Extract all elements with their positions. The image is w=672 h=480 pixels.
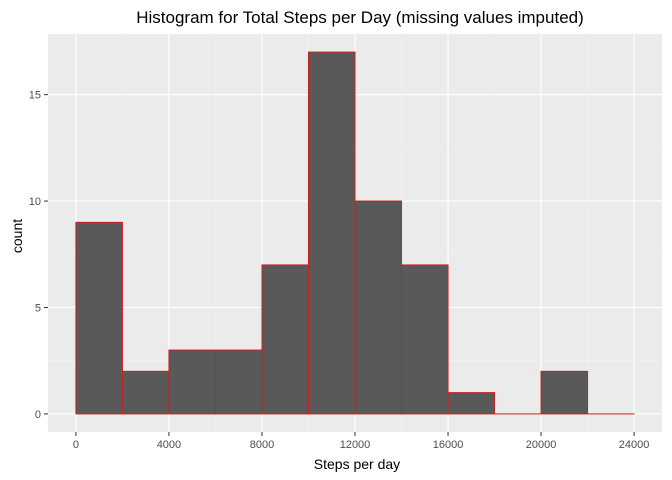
x-tick-label: 4000 (157, 439, 181, 451)
axes: 0 4000 8000 12000 16000 20000 24000 0 5 10 15 (29, 90, 650, 451)
histogram-bar (540, 370, 589, 415)
x-tick-label: 20000 (526, 439, 557, 451)
histogram-bar (261, 264, 309, 415)
y-axis-title: count (9, 219, 25, 253)
histogram-bar (307, 51, 356, 415)
x-tick-label: 24000 (619, 439, 650, 451)
x-tick-label: 8000 (250, 439, 274, 451)
histogram-bar (214, 349, 263, 415)
histogram-bars (75, 51, 635, 415)
histogram-bar (75, 221, 123, 415)
x-axis-title: Steps per day (314, 456, 400, 472)
y-tick-label: 0 (35, 409, 41, 421)
histogram-bar (447, 392, 496, 415)
y-tick-label: 15 (29, 90, 41, 102)
histogram-bar (121, 370, 170, 415)
x-tick-label: 0 (73, 439, 79, 451)
chart-title: Histogram for Total Steps per Day (missi… (136, 8, 584, 27)
histogram-bar (168, 349, 216, 415)
x-tick-label: 16000 (433, 439, 464, 451)
y-tick-label: 5 (35, 302, 41, 314)
x-tick-label: 12000 (340, 439, 371, 451)
histogram-bar (401, 264, 449, 415)
y-tick-label: 10 (29, 196, 41, 208)
histogram-bar (354, 200, 403, 415)
